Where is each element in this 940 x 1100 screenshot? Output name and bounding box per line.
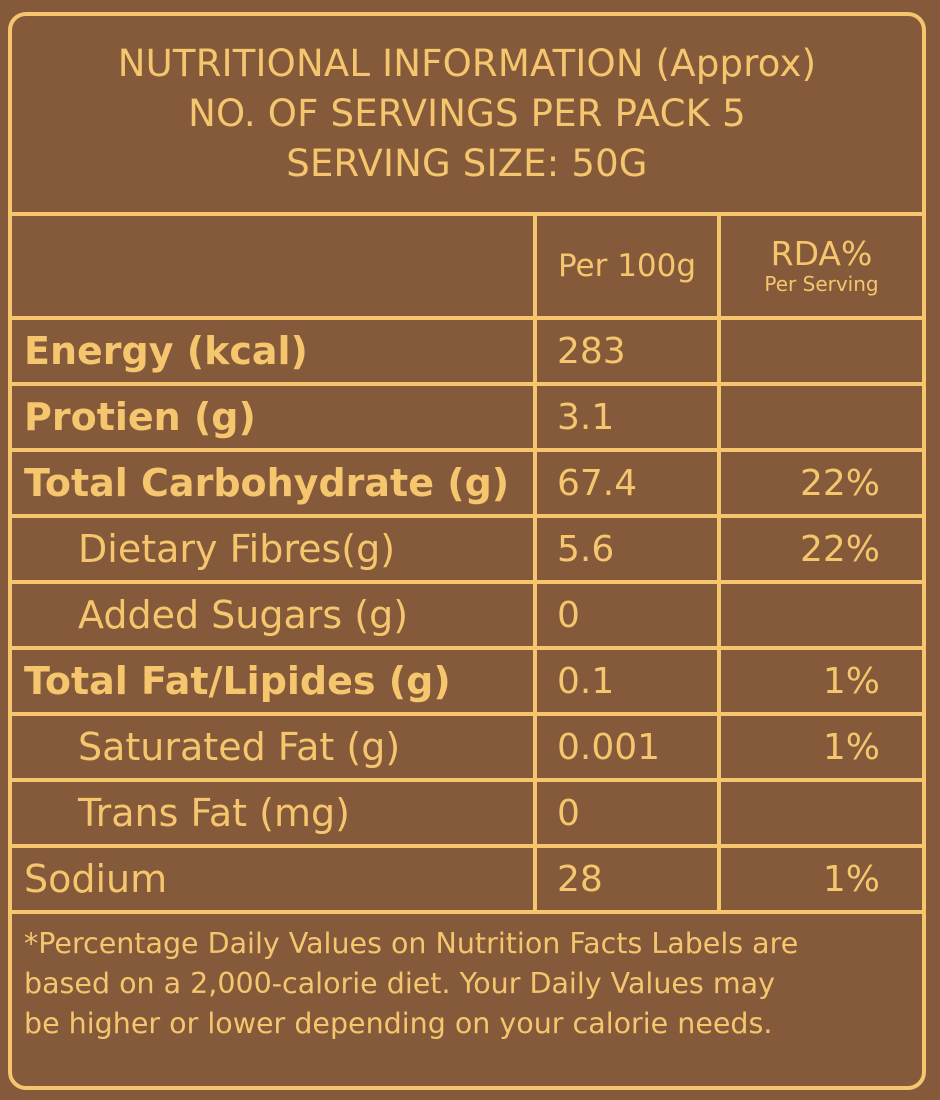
table-row: Energy (kcal) 283: [12, 316, 922, 386]
column-rda-sub: Per Serving: [764, 271, 879, 296]
row-value: 28: [533, 844, 721, 914]
row-value: 3.1: [533, 382, 721, 452]
table-row: Trans Fat (mg) 0: [12, 778, 922, 848]
row-label: Energy (kcal): [12, 316, 537, 386]
footnote-line: based on a 2,000-calorie diet. Your Dail…: [24, 967, 775, 1000]
column-per100: Per 100g: [533, 216, 721, 320]
row-label: Saturated Fat (g): [12, 712, 537, 782]
column-rda: RDA% Per Serving: [717, 216, 922, 320]
row-rda: 22%: [717, 514, 922, 584]
row-label: Protien (g): [12, 382, 537, 452]
table-row: Sodium 28 1%: [12, 844, 922, 914]
row-rda: 1%: [717, 844, 922, 914]
row-value: 283: [533, 316, 721, 386]
row-value: 0: [533, 580, 721, 650]
row-value: 67.4: [533, 448, 721, 518]
nutrition-label: NUTRITIONAL INFORMATION (Approx) NO. OF …: [8, 12, 926, 1090]
row-label: Trans Fat (mg): [12, 778, 537, 848]
table-row: Total Carbohydrate (g) 67.4 22%: [12, 448, 922, 518]
row-rda: [717, 382, 922, 452]
table-header-row: Per 100g RDA% Per Serving: [12, 216, 922, 320]
row-value: 5.6: [533, 514, 721, 584]
row-rda: [717, 580, 922, 650]
row-label: Dietary Fibres(g): [12, 514, 537, 584]
row-label: Total Carbohydrate (g): [12, 448, 537, 518]
table-row: Protien (g) 3.1: [12, 382, 922, 452]
table-row: Added Sugars (g) 0: [12, 580, 922, 650]
row-rda: 1%: [717, 712, 922, 782]
label-header: NUTRITIONAL INFORMATION (Approx) NO. OF …: [12, 16, 922, 216]
row-label: Added Sugars (g): [12, 580, 537, 650]
table-row: Dietary Fibres(g) 5.6 22%: [12, 514, 922, 584]
header-empty-cell: [12, 216, 537, 320]
footnote: *Percentage Daily Values on Nutrition Fa…: [12, 914, 922, 1044]
row-label: Sodium: [12, 844, 537, 914]
nutrition-table: Per 100g RDA% Per Serving Energy (kcal) …: [12, 216, 922, 914]
row-value: 0: [533, 778, 721, 848]
footnote-line: *Percentage Daily Values on Nutrition Fa…: [24, 927, 799, 960]
row-rda: 1%: [717, 646, 922, 716]
row-value: 0.001: [533, 712, 721, 782]
footnote-line: be higher or lower depending on your cal…: [24, 1007, 773, 1040]
table-row: Saturated Fat (g) 0.001 1%: [12, 712, 922, 782]
header-serving-size: SERVING SIZE: 50G: [286, 142, 648, 185]
header-servings: NO. OF SERVINGS PER PACK 5: [188, 92, 746, 135]
column-rda-main: RDA%: [770, 234, 873, 274]
table-row: Total Fat/Lipides (g) 0.1 1%: [12, 646, 922, 716]
row-rda: 22%: [717, 448, 922, 518]
row-rda: [717, 316, 922, 386]
row-value: 0.1: [533, 646, 721, 716]
row-label: Total Fat/Lipides (g): [12, 646, 537, 716]
header-title: NUTRITIONAL INFORMATION (Approx): [117, 42, 817, 85]
row-rda: [717, 778, 922, 848]
